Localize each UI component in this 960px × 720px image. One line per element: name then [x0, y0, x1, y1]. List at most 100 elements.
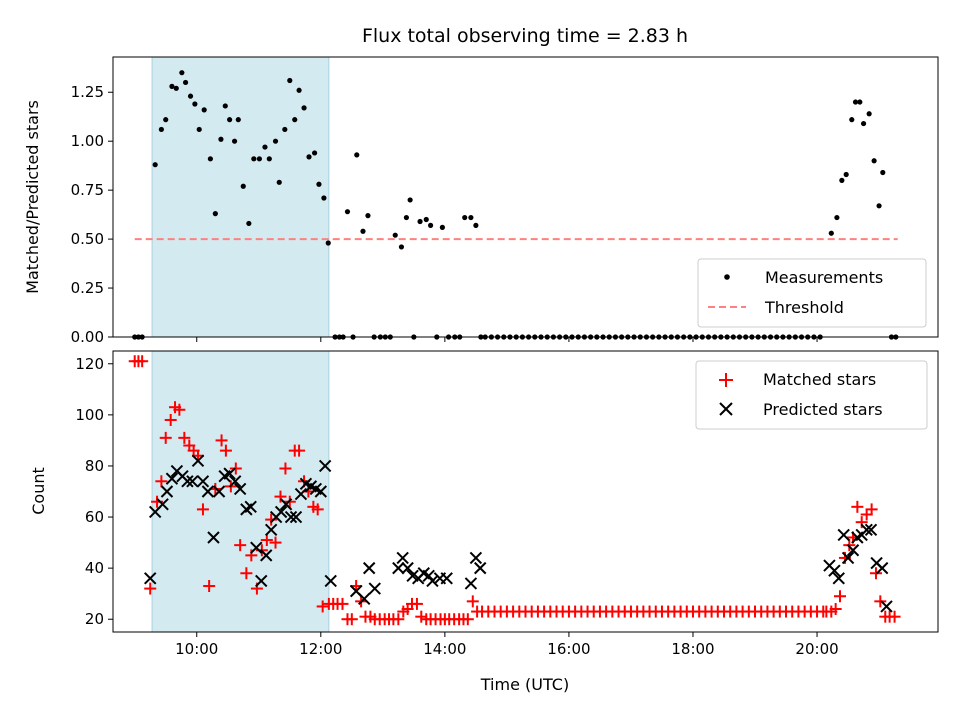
predicted-star-point — [426, 574, 439, 588]
measurement-point — [365, 213, 371, 219]
predicted-star-point — [832, 572, 845, 585]
predicted-star-point — [191, 454, 205, 468]
matched-star-point — [144, 582, 157, 595]
predicted-star-point — [864, 523, 878, 537]
measurement-point — [287, 77, 293, 84]
matched-star-point — [817, 605, 830, 618]
measurement-point — [344, 209, 351, 215]
predicted-star-point — [841, 551, 855, 565]
measurement-point — [857, 99, 863, 105]
legend-predicted-marker — [719, 402, 733, 416]
matched-star-point — [410, 597, 423, 610]
top-y-tick-label: 0.75 — [71, 181, 104, 199]
measurement-point — [246, 220, 252, 227]
matched-star-point — [229, 462, 242, 475]
predicted-star-point — [260, 549, 273, 562]
measurement-point — [423, 216, 429, 223]
matched-star-point — [269, 536, 282, 549]
measurement-point — [231, 138, 238, 144]
predicted-star-point — [396, 551, 409, 565]
measurement-point — [179, 70, 185, 76]
measurement-point — [201, 107, 207, 113]
bottom-y-tick-label: 60 — [85, 508, 104, 526]
measurement-point — [227, 117, 233, 123]
predicted-star-point — [207, 531, 220, 544]
measurement-point — [834, 214, 840, 221]
predicted-star-point — [875, 561, 889, 575]
x-tick-label: 12:00 — [299, 640, 342, 658]
measurement-point — [272, 138, 279, 144]
measurement-point — [321, 195, 327, 201]
matched-star-point — [851, 500, 864, 513]
x-tick-label: 20:00 — [795, 640, 838, 658]
predicted-star-point — [233, 482, 247, 496]
legend-measurements-marker — [724, 274, 730, 280]
measurement-point — [251, 156, 257, 162]
measurement-point — [262, 144, 268, 150]
matched-star-point — [265, 513, 278, 526]
measurement-point — [876, 203, 882, 209]
matched-star-point — [336, 597, 349, 610]
measurement-point — [222, 103, 228, 109]
measurement-point — [403, 214, 410, 221]
x-tick-label: 16:00 — [547, 640, 590, 658]
measurement-point — [282, 126, 288, 133]
predicted-star-point — [837, 528, 850, 542]
measurement-point — [439, 224, 445, 230]
measurement-point — [152, 162, 158, 168]
matched-star-point — [865, 503, 878, 516]
predicted-star-point — [264, 523, 278, 537]
legend-measurements-label: Measurements — [765, 268, 883, 287]
measurement-point — [407, 197, 413, 203]
measurement-point — [301, 105, 307, 111]
predicted-star-point — [828, 564, 841, 577]
matched-star-point — [466, 595, 479, 608]
predicted-star-point — [362, 561, 376, 575]
matched-star-point — [316, 600, 329, 613]
top-y-tick-label: 0.50 — [71, 230, 104, 248]
predicted-star-point — [860, 523, 873, 537]
x-tick-label: 14:00 — [423, 640, 466, 658]
matched-star-point — [260, 534, 273, 547]
predicted-star-point — [156, 498, 169, 511]
predicted-star-point — [223, 467, 236, 480]
bottom-y-tick-label: 80 — [85, 457, 104, 475]
predicted-star-point — [228, 475, 242, 488]
bottom-y-tick-label: 40 — [85, 559, 104, 577]
measurement-point — [187, 93, 194, 99]
matched-star-point — [345, 613, 358, 626]
top-y-tick-label: 0.25 — [71, 279, 104, 297]
predicted-star-point — [201, 485, 215, 498]
predicted-star-point — [144, 572, 157, 585]
measurement-point — [266, 156, 272, 162]
measurement-point — [240, 183, 246, 189]
bottom-panel: 10:00 12:00 14:00 16:00 18:00 20:00 20 40 60 80 10… — [29, 350, 939, 694]
measurement-point — [316, 181, 322, 187]
predicted-star-point — [440, 572, 453, 585]
predicted-star-point — [846, 544, 860, 557]
matched-star-point — [178, 431, 191, 444]
predicted-star-point — [212, 485, 226, 498]
measurement-point — [169, 83, 175, 89]
predicted-star-point — [464, 577, 478, 590]
bottom-y-tick-label: 20 — [85, 610, 104, 628]
measurement-point — [427, 222, 434, 228]
matched-star-point — [833, 590, 846, 603]
matched-star-point — [173, 403, 186, 416]
measurement-point — [828, 230, 834, 236]
bottom-legend-box — [695, 360, 928, 430]
matched-star-point — [888, 610, 901, 623]
measurement-point — [839, 177, 845, 183]
predicted-star-point — [289, 510, 303, 524]
measurement-point — [849, 117, 855, 123]
matched-star-point — [203, 580, 216, 593]
measurement-point — [880, 169, 886, 176]
legend-matched-label: Matched stars — [763, 370, 876, 389]
measurement-point — [325, 240, 331, 246]
matched-star-point — [215, 434, 228, 447]
measurement-point — [860, 120, 867, 127]
top-y-tick-label: 1.00 — [71, 132, 104, 150]
predicted-star-point — [274, 505, 288, 519]
measurement-point — [218, 136, 224, 142]
measurement-point — [360, 228, 366, 234]
